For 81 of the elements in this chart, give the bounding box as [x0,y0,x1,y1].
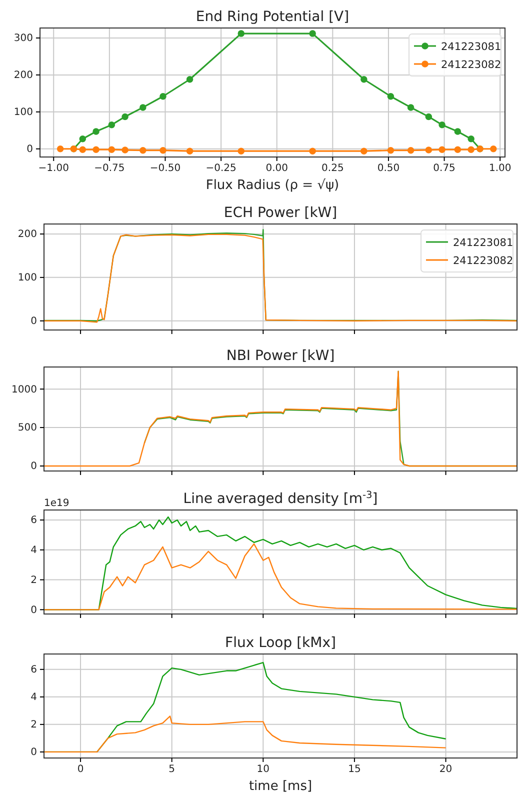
legend-label: 241223082 [453,255,514,267]
legend-label: 241223081 [453,237,514,249]
point [454,146,462,153]
point [468,136,474,142]
point [468,146,474,153]
point [438,146,446,153]
x-tick-label: −1.00 [38,163,69,174]
y-tick-label: 4 [30,692,37,704]
point [387,93,394,100]
y-tick-label: 100 [18,272,37,284]
point [122,146,128,154]
x-axis-title: time [ms] [248,779,312,794]
chart-title: End Ring Potential [V] [196,9,350,25]
y-tick-label: 2 [30,720,37,731]
x-tick-label: −0.25 [206,163,236,174]
point [108,146,116,153]
point [160,146,166,154]
x-tick-label: 15 [348,764,361,776]
y-tick-label: 0 [30,316,37,328]
point [425,146,432,154]
chart-title: Flux Loop [kMx] [225,635,336,651]
legend-label: 241223081 [441,41,502,53]
y-tick-label: 200 [14,70,33,82]
point [186,76,194,83]
point [92,146,100,153]
line-series [44,716,446,753]
text: 1e19 [44,498,70,509]
y-tick-label: 200 [18,229,37,240]
point [140,104,146,111]
point [160,93,166,100]
x-tick-label: 0 [77,764,84,776]
point [490,145,497,152]
x-tick-label: −0.75 [94,163,125,174]
y-tick-label: 2 [30,574,37,586]
point [309,148,316,154]
point [407,104,414,111]
point [454,128,462,135]
point [238,148,245,154]
y-tick-label: 300 [14,33,33,44]
point [108,121,116,128]
x-tick-label: 20 [439,764,452,776]
y-tick-label: 1000 [12,384,37,396]
point [186,148,194,154]
line-series [44,370,517,467]
y-tick-label: 0 [30,604,37,616]
chart-title: NBI Power [kW] [226,348,335,364]
point [238,30,245,37]
point [79,136,86,142]
y-tick-label: 100 [14,107,33,118]
chart-title: Line averaged density [m$^{-3}$] [183,490,378,507]
y-tick-label: 0 [26,144,33,156]
point [140,146,146,154]
x-tick-label: 10 [256,764,270,776]
y-tick-label: 6 [30,664,37,676]
y-tick-label: 4 [30,545,37,556]
point [309,30,316,37]
point [407,146,414,154]
x-tick-label: 1.00 [488,163,512,174]
x-tick-label: 0.25 [322,163,344,174]
x-tick-label: 0.75 [433,163,456,174]
point [438,121,446,128]
point [92,128,100,135]
y-tick-label: 0 [30,747,37,758]
point [79,146,86,153]
point [360,76,368,83]
x-tick-label: 5 [168,764,176,776]
y-tick-label: 500 [18,422,37,434]
point [360,148,368,154]
line-series [44,543,517,610]
x-tick-label: −0.50 [150,163,181,174]
y-tick-label: 0 [30,461,37,472]
point [56,145,64,152]
legend-label: 241223082 [441,59,502,71]
point [122,113,128,120]
x-tick-label: 0.50 [377,163,400,174]
point [425,113,432,120]
point [387,146,394,154]
x-axis-title: Flux Radius (ρ = √ψ) [206,178,340,193]
chart-title: ECH Power [kW] [224,205,338,221]
x-tick-label: 0.00 [266,163,288,174]
y-tick-label: 6 [30,515,37,526]
